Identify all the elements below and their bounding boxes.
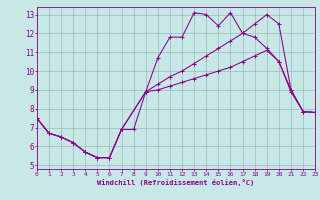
X-axis label: Windchill (Refroidissement éolien,°C): Windchill (Refroidissement éolien,°C) bbox=[97, 179, 255, 186]
